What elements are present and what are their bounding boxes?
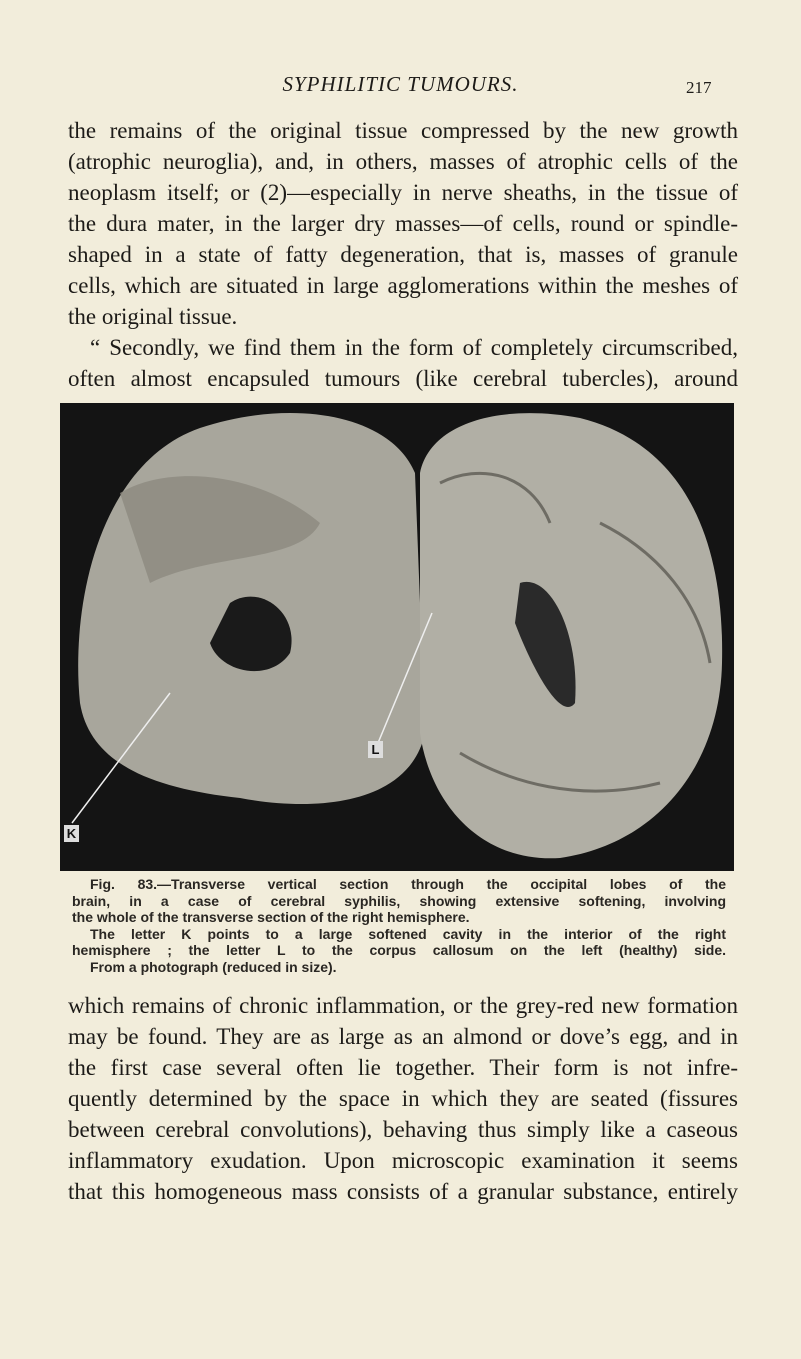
caption-line: The letter K points to a large softened … bbox=[90, 925, 726, 942]
caption-line: the whole of the transverse section of t… bbox=[72, 909, 470, 925]
text-line: the original tissue. bbox=[68, 304, 238, 329]
text-line: between cerebral convolutions), behaving… bbox=[68, 1117, 738, 1142]
caption-line: brain, in a case of cerebral syphilis, s… bbox=[72, 892, 726, 909]
figure-caption: Fig. 83.—Transverse vertical section thr… bbox=[72, 876, 726, 975]
figure-label: L bbox=[372, 742, 380, 757]
page-number: 217 bbox=[686, 78, 712, 97]
text-line: (atrophic neuroglia), and, in others, ma… bbox=[68, 149, 738, 174]
text-line: the remains of the original tissue compr… bbox=[68, 118, 738, 143]
text-line: which remains of chronic inflammation, o… bbox=[68, 993, 738, 1018]
text-line: “ Secondly, we find them in the form of … bbox=[90, 335, 738, 360]
text-line: inflammatory exudation. Upon microscopic… bbox=[68, 1148, 738, 1173]
text-line: that this homogeneous mass consists of a… bbox=[68, 1179, 738, 1204]
caption-line: hemisphere ; the letter L to the corpus … bbox=[72, 942, 726, 958]
text-line: the first case several often lie togethe… bbox=[68, 1055, 738, 1080]
caption-line: From a photograph (reduced in size). bbox=[90, 958, 337, 975]
text-line: cells, which are situated in large agglo… bbox=[68, 273, 738, 298]
text-line: shaped in a state of fatty degeneration,… bbox=[68, 242, 738, 267]
text-line: quently determined by the space in which… bbox=[68, 1086, 738, 1111]
text-line: may be found. They are as large as an al… bbox=[68, 1024, 738, 1049]
text-line: often almost encapsuled tumours (like ce… bbox=[68, 366, 738, 391]
paragraph: which remains of chronic inflammation, o… bbox=[68, 990, 738, 1207]
figure: K L bbox=[60, 403, 734, 871]
text-line: the dura mater, in the larger dry masses… bbox=[68, 211, 738, 236]
text-line: neoplasm itself; or (2)—especially in ne… bbox=[68, 180, 738, 205]
running-title: SYPHILITIC TUMOURS. bbox=[282, 72, 519, 96]
caption-line: Fig. 83.—Transverse vertical section thr… bbox=[90, 876, 726, 892]
paragraph: the remains of the original tissue compr… bbox=[68, 115, 738, 394]
figure-label: K bbox=[67, 826, 77, 841]
